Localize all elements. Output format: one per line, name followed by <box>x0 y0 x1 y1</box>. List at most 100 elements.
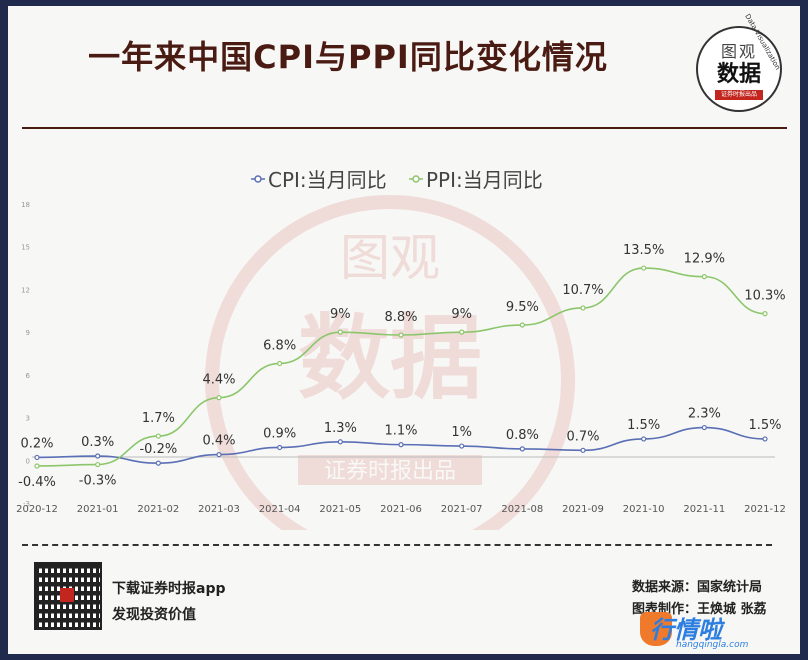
data-point[interactable] <box>277 360 283 367</box>
brand-name[interactable]: 行情啦 <box>650 616 722 644</box>
watermark: 图观 数据 证券时报出品 <box>205 195 575 530</box>
data-label: 9% <box>330 307 351 322</box>
data-point[interactable] <box>701 274 707 280</box>
y-tick-label: -3 <box>23 500 30 508</box>
data-label: 10.7% <box>562 283 603 298</box>
brand-url[interactable]: hangqingla.com <box>676 640 749 650</box>
data-point[interactable] <box>155 460 161 466</box>
data-point[interactable] <box>762 436 768 442</box>
x-tick-label: 2021-10 <box>623 504 665 515</box>
y-tick-label: 18 <box>21 201 30 209</box>
data-label: 8.8% <box>384 310 417 325</box>
data-point[interactable] <box>459 443 465 449</box>
data-label: 1.7% <box>142 411 175 426</box>
y-tick-label: 0 <box>26 457 30 465</box>
x-tick-label: 2021-06 <box>380 504 422 515</box>
data-label: 9% <box>451 307 472 322</box>
data-label: -0.4% <box>18 475 56 490</box>
data-point[interactable] <box>277 444 283 451</box>
x-tick-label: 2021-08 <box>501 504 543 515</box>
data-point[interactable] <box>398 442 404 448</box>
data-label: 9.5% <box>506 300 539 315</box>
chart-card: 一年来中国CPI与PPI同比变化情况 图观 数据 证券时报出品 Data Vis… <box>8 6 800 654</box>
data-label: 10.3% <box>744 289 785 304</box>
data-label: 0.7% <box>566 429 599 444</box>
data-point[interactable] <box>337 329 343 335</box>
footer-divider <box>22 544 772 546</box>
data-point[interactable] <box>519 446 525 452</box>
page-title: 一年来中国CPI与PPI同比变化情况 <box>88 38 608 76</box>
data-label: 1.5% <box>627 418 660 433</box>
x-tick-label: 2021-01 <box>77 504 119 515</box>
x-tick-label: 2021-07 <box>441 504 483 515</box>
y-tick-label: 12 <box>21 286 30 294</box>
data-point[interactable] <box>216 451 222 458</box>
data-point[interactable] <box>580 305 586 311</box>
x-tick-label: 2021-02 <box>137 504 179 515</box>
x-tick-label: 2020-12 <box>16 504 58 515</box>
data-point[interactable] <box>398 332 404 338</box>
data-point[interactable] <box>641 265 647 271</box>
legend-label-ppi: PPI:当月同比 <box>426 168 543 192</box>
y-tick-label: 3 <box>26 415 30 423</box>
x-tick-label: 2021-05 <box>319 504 361 515</box>
data-point[interactable] <box>337 439 343 445</box>
x-tick-label: 2021-11 <box>683 504 725 515</box>
data-label: 0.2% <box>20 436 53 451</box>
footer-slogan: 发现投资价值 <box>112 607 196 623</box>
data-label: -0.2% <box>139 442 177 457</box>
title-divider <box>22 127 787 129</box>
x-tick-label: 2021-04 <box>259 504 301 515</box>
data-point[interactable] <box>216 395 222 401</box>
data-label: 2.3% <box>688 407 721 422</box>
data-label: 0.8% <box>506 428 539 443</box>
data-label: 0.9% <box>263 426 296 441</box>
data-label: 1.3% <box>324 421 357 436</box>
y-tick-label: 15 <box>21 244 30 252</box>
x-tick-label: 2021-03 <box>198 504 240 515</box>
data-label: 0.4% <box>202 434 235 449</box>
brand-mark-icon <box>640 612 672 646</box>
line-chart: 图观 数据 证券时报出品 CPI:当月同比 PPI:当月同比 -3 0 3 6 9 12 1… <box>16 168 786 530</box>
x-axis: 2020-12 2021-01 2021-02 2021-03 2021-04 2021-… <box>16 504 786 515</box>
data-label: 6.8% <box>263 338 296 353</box>
watermark-line3: 证券时报出品 <box>324 459 456 484</box>
qr-code[interactable] <box>34 562 102 630</box>
legend-item-ppi[interactable]: PPI:当月同比 <box>409 168 543 192</box>
chart-legend: CPI:当月同比 PPI:当月同比 <box>251 168 543 192</box>
series-group <box>34 265 768 469</box>
data-label: 1.5% <box>748 418 781 433</box>
data-point[interactable] <box>519 322 525 328</box>
logo-line3: 证券时报出品 <box>715 90 763 100</box>
data-label: 12.9% <box>684 252 725 267</box>
logo-line2: 数据 <box>716 62 761 87</box>
y-tick-label: 9 <box>26 329 30 337</box>
watermark-line1: 图观 <box>340 229 440 287</box>
data-point[interactable] <box>34 454 40 461</box>
data-label: 13.5% <box>623 243 664 258</box>
data-point[interactable] <box>580 447 586 453</box>
x-tick-label: 2021-09 <box>562 504 604 515</box>
data-labels: 0.2% 0.3% -0.2% 0.4% 0.9% 1.3% 1.1% 1% 0.8% 0.7% 1… <box>18 243 786 490</box>
data-point[interactable] <box>34 463 40 469</box>
data-point[interactable] <box>762 311 768 317</box>
legend-item-cpi[interactable]: CPI:当月同比 <box>251 168 387 192</box>
brand-logo: 图观 数据 证券时报出品 Data Visualization <box>696 13 782 112</box>
y-tick-label: 6 <box>26 372 31 380</box>
watermark-line2: 数据 <box>298 305 482 412</box>
data-label: 1.1% <box>384 424 417 439</box>
data-point[interactable] <box>155 433 161 439</box>
data-source: 数据来源：国家统计局 <box>632 580 763 595</box>
legend-label-cpi: CPI:当月同比 <box>268 168 387 192</box>
logo-line1: 图观 <box>720 42 757 61</box>
data-label: 4.4% <box>202 373 235 388</box>
x-tick-label: 2021-12 <box>744 504 786 515</box>
y-axis: -3 0 3 6 9 12 15 18 <box>21 201 30 508</box>
data-point[interactable] <box>641 436 647 442</box>
data-point[interactable] <box>459 329 465 335</box>
data-label: 1% <box>451 425 472 440</box>
data-point[interactable] <box>95 453 101 459</box>
data-label: 0.3% <box>81 435 114 450</box>
data-point[interactable] <box>701 424 707 431</box>
data-point[interactable] <box>95 461 101 468</box>
